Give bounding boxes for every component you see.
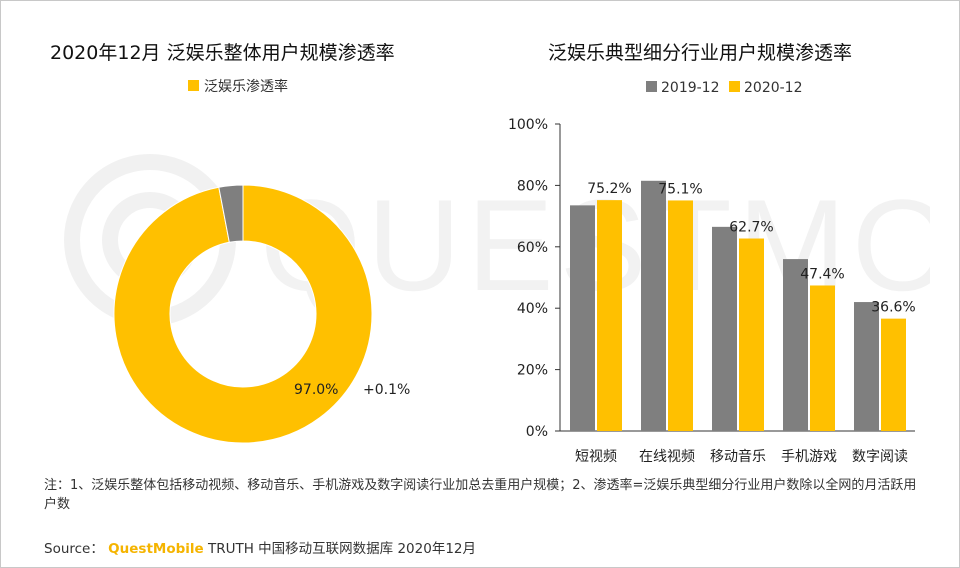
- legend-swatch-2020: [729, 81, 740, 92]
- bar-2020-2: [739, 238, 764, 431]
- y-tick-label: 0%: [526, 424, 548, 440]
- bar-2019-4: [854, 302, 879, 431]
- y-tick-label: 60%: [517, 240, 548, 256]
- bar-2020-4: [881, 318, 906, 431]
- bar-2019-3: [783, 259, 808, 431]
- bar-2019-2: [712, 226, 737, 431]
- bar-data-label: 47.4%: [800, 266, 844, 282]
- bar-2020-0: [597, 200, 622, 431]
- legend-label-2020: 2020-12: [744, 80, 803, 96]
- y-tick-label: 100%: [508, 117, 548, 133]
- source-detail: TRUTH 中国移动互联网数据库 2020年12月: [207, 541, 477, 557]
- footnote: 注：1、泛娱乐整体包括移动视频、移动音乐、手机游戏及数字阅读行业加总去重用户规模…: [44, 478, 917, 512]
- bar-data-label: 62.7%: [729, 220, 773, 236]
- bar-2019-0: [570, 205, 595, 431]
- donut-chart: 泛娱乐渗透率 97.0% +0.1%: [113, 78, 410, 444]
- x-category-label: 移动音乐: [710, 448, 766, 465]
- x-category-label: 短视频: [575, 449, 617, 465]
- bar-2020-3: [810, 285, 835, 431]
- donut-value-label: 97.0%: [294, 382, 338, 398]
- bar-2020-1: [668, 200, 693, 431]
- bar-data-label: 75.1%: [658, 181, 702, 197]
- legend-label-2019: 2019-12: [661, 80, 720, 96]
- legend-swatch-2019: [646, 81, 657, 92]
- x-category-label: 在线视频: [639, 449, 695, 465]
- donut-slice-other: [218, 184, 244, 243]
- donut-chart-title: 2020年12月 泛娱乐整体用户规模渗透率: [50, 42, 395, 64]
- y-tick-label: 20%: [517, 363, 548, 379]
- bar-chart-title: 泛娱乐典型细分行业用户规模渗透率: [548, 42, 853, 64]
- source-brand: QuestMobile: [108, 541, 204, 557]
- y-tick-label: 80%: [517, 178, 548, 194]
- bar-2019-1: [641, 180, 666, 431]
- donut-legend-swatch: [188, 80, 199, 91]
- donut-legend-label: 泛娱乐渗透率: [204, 78, 288, 95]
- bar-data-label: 75.2%: [587, 181, 631, 197]
- bar-chart: 2019-12 2020-12 0% 20% 40% 60% 80% 100% 75.2%…: [508, 80, 916, 465]
- donut-change-annotation: +0.1%: [363, 382, 410, 398]
- source-prefix: Source：: [44, 541, 104, 557]
- donut-slice-main: [113, 184, 373, 444]
- x-category-label: 手机游戏: [781, 449, 837, 465]
- y-tick-label: 40%: [517, 301, 548, 317]
- bar-data-label: 36.6%: [871, 300, 915, 316]
- source-line: Source： QuestMobile TRUTH 中国移动互联网数据库 202…: [44, 537, 476, 557]
- x-category-label: 数字阅读: [852, 448, 908, 465]
